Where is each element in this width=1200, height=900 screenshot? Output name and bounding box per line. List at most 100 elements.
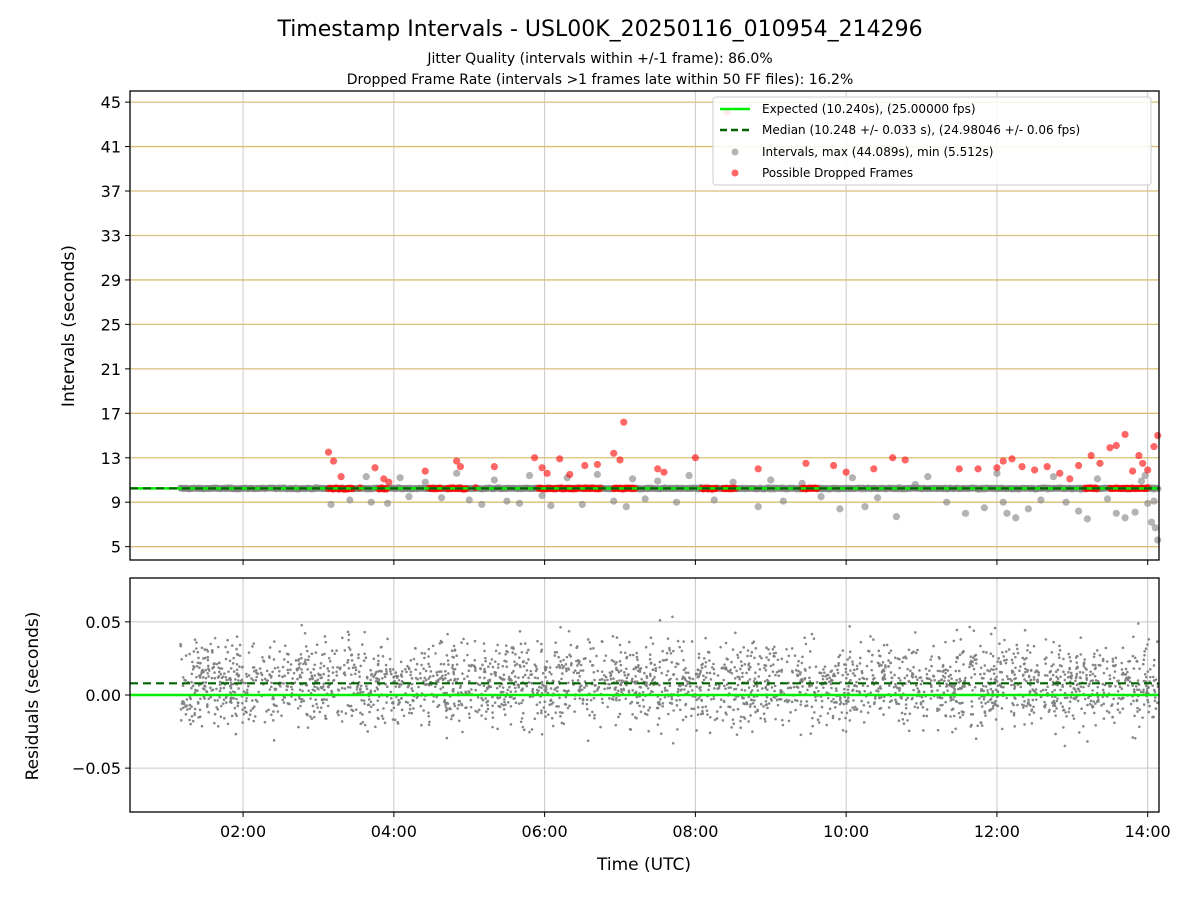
residual-point	[817, 721, 821, 724]
residual-point	[393, 679, 396, 683]
residual-point	[763, 663, 767, 667]
residual-point	[497, 662, 500, 666]
residual-point	[285, 684, 289, 688]
residual-point	[490, 658, 494, 661]
residual-point	[974, 737, 978, 741]
residual-point	[191, 719, 195, 723]
residual-point	[828, 676, 831, 679]
dropped-frame-point	[421, 467, 429, 475]
residual-point	[514, 701, 518, 705]
residual-point	[484, 689, 487, 693]
residual-point	[498, 684, 502, 688]
residual-point	[470, 688, 473, 691]
residual-point	[911, 673, 915, 676]
interval-point	[405, 493, 413, 501]
residual-point	[982, 689, 986, 693]
residual-point	[772, 645, 776, 649]
residual-point	[260, 678, 264, 682]
residual-point	[949, 715, 952, 718]
residual-point	[906, 667, 910, 671]
residual-point	[388, 667, 392, 671]
residual-point	[386, 637, 389, 641]
residual-point	[565, 669, 568, 673]
residual-point	[296, 677, 299, 681]
residual-point	[617, 715, 620, 719]
residual-point	[600, 670, 604, 673]
residual-point	[273, 666, 277, 670]
residual-point	[1102, 691, 1106, 694]
residual-point	[436, 680, 440, 684]
residual-point	[1096, 685, 1100, 689]
legend-intervals-label: Intervals, max (44.089s), min (5.512s)	[762, 145, 993, 159]
residual-point	[420, 723, 423, 727]
residual-point	[1114, 663, 1117, 667]
residual-point	[310, 717, 314, 721]
residual-point	[251, 678, 255, 682]
residual-point	[929, 679, 933, 682]
residual-point	[323, 635, 327, 638]
residual-point	[520, 701, 523, 705]
residual-point	[477, 708, 481, 712]
residual-point	[734, 631, 737, 635]
residual-point	[455, 654, 458, 658]
residual-point	[1068, 707, 1071, 710]
interval-point	[943, 498, 951, 506]
residual-point	[943, 679, 946, 683]
residual-point	[841, 728, 845, 732]
residual-point	[397, 682, 401, 686]
residual-point	[879, 654, 882, 658]
residual-point	[400, 670, 404, 673]
residual-point	[1096, 698, 1100, 701]
residual-point	[300, 700, 303, 704]
residual-point	[281, 698, 285, 702]
residual-point	[392, 675, 395, 679]
residual-point	[979, 721, 983, 725]
residual-point	[1027, 675, 1031, 679]
residual-point	[445, 736, 449, 740]
residual-point	[799, 700, 803, 703]
residual-point	[922, 714, 926, 718]
intervals-y-tick-label: 41	[101, 138, 121, 157]
residual-point	[586, 707, 589, 711]
residual-point	[898, 657, 901, 661]
residual-point	[562, 689, 566, 692]
residual-point	[322, 682, 326, 685]
residual-point	[894, 682, 897, 686]
residual-point	[604, 654, 608, 657]
residual-point	[326, 704, 330, 708]
residual-point	[1096, 679, 1100, 683]
residual-point	[305, 712, 309, 716]
residual-point	[206, 655, 210, 659]
residual-point	[204, 676, 208, 680]
residual-point	[189, 722, 192, 726]
residual-point	[481, 663, 484, 667]
residual-point	[900, 711, 904, 715]
residual-point	[1093, 674, 1097, 678]
residual-point	[866, 684, 870, 688]
residual-point	[984, 714, 987, 717]
interval-point	[641, 495, 649, 503]
residual-point	[346, 703, 350, 707]
residual-point	[669, 651, 673, 655]
dropped-frame-point	[1096, 459, 1104, 467]
residual-point	[760, 687, 764, 690]
residual-point	[920, 679, 924, 683]
residual-point	[912, 688, 915, 692]
residual-point	[447, 663, 450, 666]
residual-point	[704, 676, 708, 679]
residual-point	[559, 660, 562, 663]
residual-point	[441, 685, 445, 689]
residual-point	[457, 719, 461, 723]
residual-point	[945, 684, 949, 688]
residual-point	[1138, 667, 1141, 671]
residual-point	[790, 647, 794, 650]
residual-point	[1013, 725, 1016, 728]
residual-point	[228, 677, 232, 681]
residual-point	[593, 713, 596, 717]
residual-point	[319, 666, 322, 670]
residual-point	[277, 674, 281, 678]
residual-point	[538, 685, 541, 689]
residual-point	[976, 724, 980, 728]
interval-point	[1144, 499, 1152, 507]
residual-point	[1152, 679, 1156, 682]
